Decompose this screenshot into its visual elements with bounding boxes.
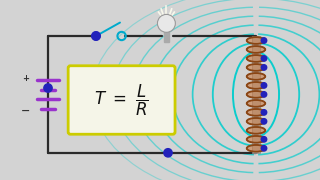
Ellipse shape — [247, 109, 265, 116]
Circle shape — [261, 56, 267, 61]
Ellipse shape — [247, 127, 265, 134]
FancyBboxPatch shape — [68, 66, 175, 134]
Ellipse shape — [247, 136, 265, 143]
Circle shape — [44, 84, 52, 92]
Ellipse shape — [247, 64, 265, 71]
Text: $T\ =\ \dfrac{L}{R}$: $T\ =\ \dfrac{L}{R}$ — [94, 82, 149, 118]
Ellipse shape — [247, 91, 265, 98]
Circle shape — [261, 92, 267, 97]
Text: −: − — [21, 105, 30, 115]
Circle shape — [92, 32, 100, 40]
Circle shape — [261, 119, 267, 124]
Circle shape — [261, 137, 267, 142]
Text: +: + — [22, 74, 29, 83]
Bar — [252, 36, 260, 153]
Ellipse shape — [247, 100, 265, 107]
Circle shape — [92, 32, 100, 40]
Circle shape — [157, 14, 175, 32]
Circle shape — [261, 146, 267, 151]
Circle shape — [261, 110, 267, 115]
Circle shape — [261, 65, 267, 70]
Ellipse shape — [247, 37, 265, 44]
Circle shape — [261, 38, 267, 43]
Ellipse shape — [247, 145, 265, 152]
Ellipse shape — [247, 118, 265, 125]
Ellipse shape — [247, 46, 265, 53]
Bar — [164, 30, 169, 42]
Ellipse shape — [247, 82, 265, 89]
Ellipse shape — [247, 55, 265, 62]
Circle shape — [164, 149, 172, 157]
Ellipse shape — [247, 73, 265, 80]
Circle shape — [261, 83, 267, 88]
